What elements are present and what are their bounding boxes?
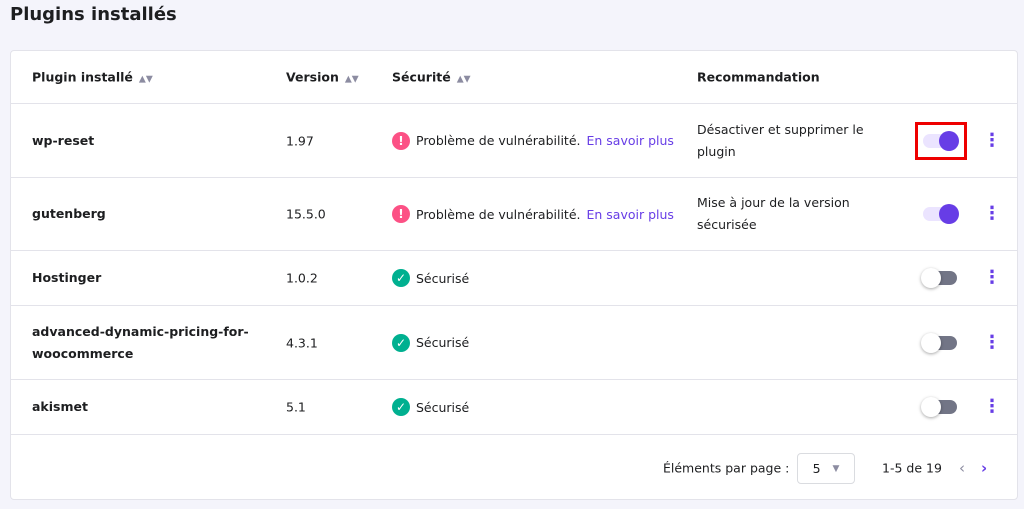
security-cell: ! Problème de vulnérabilité. En savoir plu… (392, 205, 674, 223)
security-status: Problème de vulnérabilité. (416, 133, 581, 148)
sort-icon: ▲▼ (138, 74, 153, 85)
security-cell: ✓ Sécurisé (392, 269, 469, 287)
col-security[interactable]: Sécurité ▲▼ (392, 70, 471, 85)
plugin-name: wp-reset (32, 132, 95, 148)
toggle-knob (939, 204, 959, 224)
plugin-version: 1.97 (286, 133, 314, 148)
plugin-version: 4.3.1 (286, 335, 318, 350)
security-cell: ✓ Sécurisé (392, 333, 470, 352)
recommendation: Mise à jour de la version sécurisée (697, 195, 850, 232)
page-range: 1-5 de 19 (882, 460, 942, 476)
toggle-knob (921, 268, 941, 288)
toggle-knob (921, 332, 941, 353)
plugin-name: advanced-dynamic-pricing-for-woocommerce (32, 323, 249, 361)
security-cell: ✓ Sécurisé (392, 398, 469, 416)
table-header: Plugin installé ▲▼ Version ▲▼ Sécurité ▲▼ R… (11, 51, 1017, 104)
col-security-label: Sécurité (392, 69, 451, 85)
plugin-name: akismet (32, 399, 88, 414)
plugin-toggle[interactable] (921, 397, 957, 417)
col-recommendation: Recommandation (697, 69, 820, 85)
plugins-table: Plugin installé ▲▼ Version ▲▼ Sécurité ▲▼ R… (10, 50, 1018, 500)
security-status: Sécurisé (416, 399, 470, 415)
security-status: Problème de vulnérabilité. (416, 206, 581, 222)
chevron-down-icon: ▼ (832, 463, 840, 474)
security-status: Sécurisé (416, 270, 470, 286)
toggle-knob (939, 130, 959, 151)
plugin-toggle[interactable] (923, 204, 959, 224)
security-cell: ! Problème de vulnérabilité. En savoir plu… (392, 131, 674, 150)
table-row: advanced-dynamic-pricing-for-woocommerce… (11, 306, 1017, 380)
table-row: Hostinger 1.0.2 ✓ Sécurisé ⋮ (11, 251, 1017, 306)
prev-page-icon[interactable]: ‹ (959, 459, 965, 477)
security-status: Sécurisé (416, 335, 470, 350)
table-row: akismet 5.1 ✓ Sécurisé ⋮ (11, 380, 1017, 435)
col-plugin[interactable]: Plugin installé ▲▼ (32, 70, 153, 85)
warning-icon: ! (392, 131, 410, 150)
col-version[interactable]: Version ▲▼ (286, 70, 359, 85)
per-page-select[interactable]: 5 ▼ (797, 453, 855, 484)
per-page-value: 5 (812, 461, 821, 476)
toggle-knob (921, 397, 941, 417)
check-icon: ✓ (392, 333, 410, 352)
check-icon: ✓ (392, 398, 410, 416)
plugin-version: 15.5.0 (286, 206, 326, 222)
warning-icon: ! (392, 205, 410, 223)
col-plugin-label: Plugin installé (32, 69, 133, 85)
sort-icon: ▲▼ (344, 74, 359, 85)
check-icon: ✓ (392, 269, 410, 287)
more-options-icon[interactable]: ⋮ (983, 129, 1001, 151)
pagination: Éléments par page : 5 ▼ 1-5 de 19 ‹ › (11, 435, 1017, 501)
more-options-icon[interactable]: ⋮ (983, 396, 1001, 417)
table-row: gutenberg 15.5.0 ! Problème de vulnérabil… (11, 178, 1017, 251)
more-options-icon[interactable]: ⋮ (983, 267, 1001, 288)
table-row: wp-reset 1.97 ! Problème de vulnérabilité… (11, 104, 1017, 178)
sort-icon: ▲▼ (456, 74, 471, 85)
recommendation: Désactiver et supprimer le plugin (697, 121, 864, 159)
highlight-box (915, 121, 967, 160)
learn-more-link[interactable]: En savoir plus (586, 206, 674, 222)
page-title: Plugins installés (10, 4, 177, 25)
per-page-label: Éléments par page : (663, 460, 790, 476)
plugin-name: Hostinger (32, 270, 102, 285)
col-version-label: Version (286, 69, 339, 85)
plugin-toggle[interactable] (921, 332, 957, 353)
plugin-version: 5.1 (286, 399, 306, 415)
learn-more-link[interactable]: En savoir plus (586, 133, 674, 148)
plugin-toggle[interactable] (923, 130, 959, 151)
plugin-name: gutenberg (32, 206, 106, 221)
more-options-icon[interactable]: ⋮ (983, 203, 1001, 224)
more-options-icon[interactable]: ⋮ (983, 331, 1001, 353)
next-page-icon[interactable]: › (981, 459, 988, 477)
plugin-version: 1.0.2 (286, 270, 318, 286)
plugin-toggle[interactable] (921, 268, 957, 288)
